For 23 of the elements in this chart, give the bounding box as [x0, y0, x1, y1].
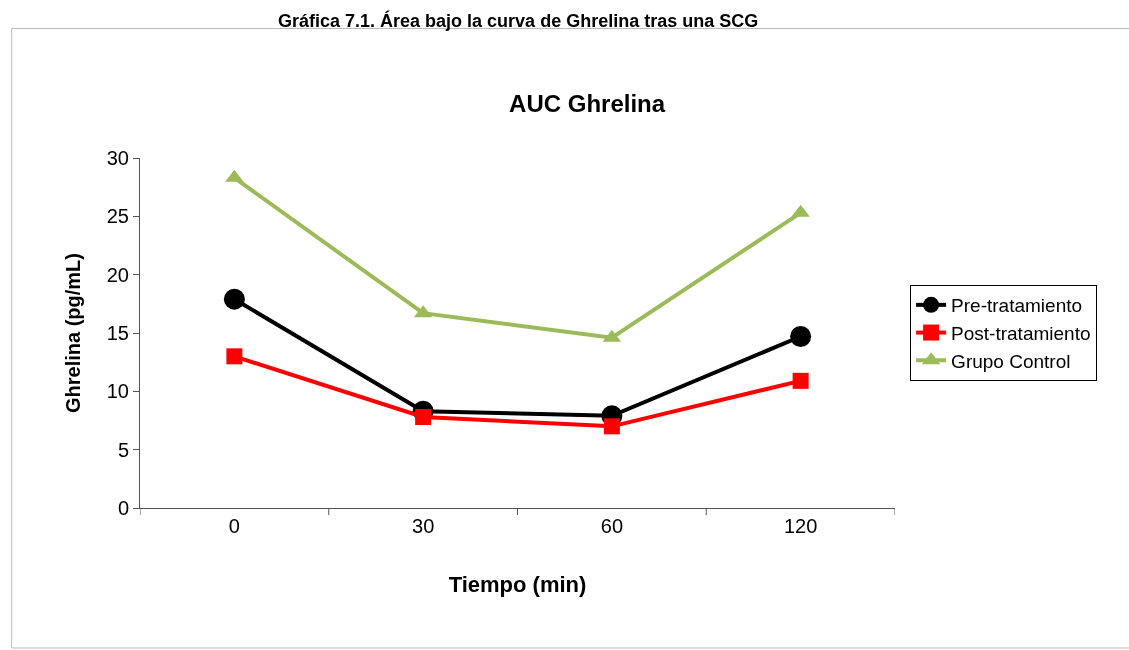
y-tick-label: 30	[106, 147, 129, 169]
x-axis-title: Tiempo (min)	[448, 571, 587, 597]
point	[226, 348, 243, 365]
point	[790, 326, 812, 347]
y-tick-label: 5	[117, 438, 129, 461]
x-tick-label: 60	[600, 515, 624, 537]
chart-title: AUC Ghrelina	[509, 90, 666, 118]
legend-label: Grupo Control	[951, 350, 1071, 372]
x-tick-label: 0	[228, 515, 240, 537]
y-axis-title: Ghrelina (pg/mL)	[62, 253, 85, 413]
point	[223, 288, 245, 310]
point	[603, 418, 620, 435]
y-tick-label: 20	[106, 263, 129, 286]
y-tick-label: 10	[106, 380, 129, 403]
text: Gráfica 7.1. Área bajo la curva de Ghrelina tras una SCG	[278, 10, 759, 31]
y-tick-label: 0	[117, 497, 129, 519]
legend-label: Post-tratamiento	[951, 322, 1091, 344]
x-tick-label: 120	[783, 515, 818, 537]
x-tick-label: 30	[412, 515, 435, 537]
y-tick-label: 15	[106, 322, 129, 344]
legend-label: Pre-tratamiento	[951, 295, 1083, 317]
y-tick-label: 25	[106, 205, 129, 228]
point	[792, 372, 809, 389]
